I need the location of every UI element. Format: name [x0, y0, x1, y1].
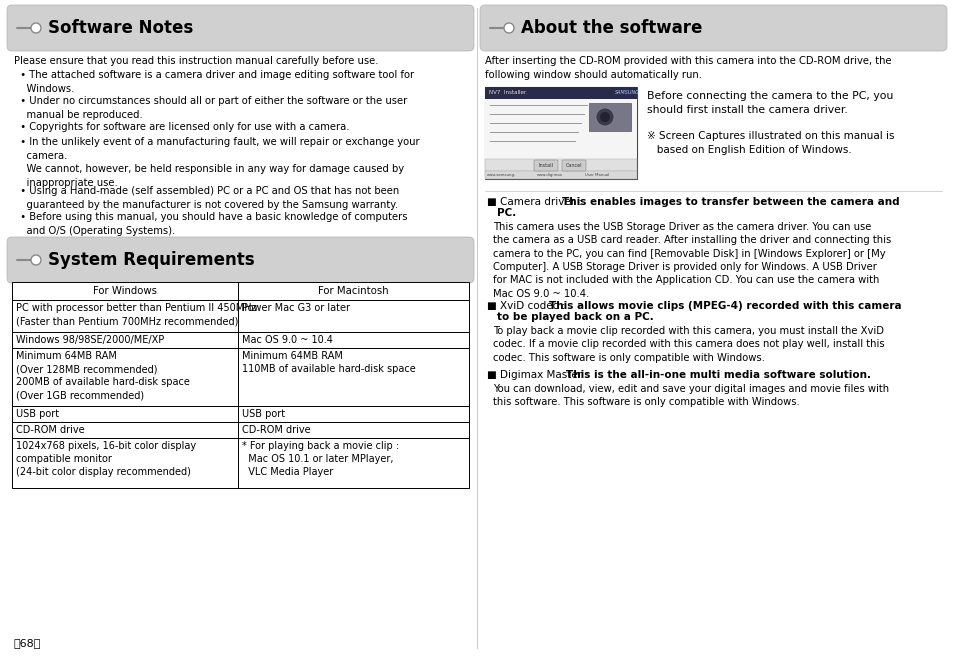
- Text: ■ Digimax Master :: ■ Digimax Master :: [486, 370, 592, 381]
- Bar: [12, 422, 469, 438]
- Text: Before connecting the camera to the PC, you
should first install the camera driv: Before connecting the camera to the PC, …: [646, 91, 892, 115]
- Bar: [12, 438, 469, 488]
- Text: For Macintosh: For Macintosh: [318, 286, 389, 296]
- Text: Install: Install: [538, 163, 553, 168]
- Text: • The attached software is a camera driver and image editing software tool for
 : • The attached software is a camera driv…: [14, 71, 414, 94]
- Text: Cancel: Cancel: [565, 163, 581, 168]
- Text: PC.: PC.: [497, 209, 516, 218]
- Text: About the software: About the software: [520, 19, 701, 37]
- Text: This enables images to transfer between the camera and: This enables images to transfer between …: [561, 197, 899, 207]
- Bar: [12, 300, 469, 332]
- Text: to be played back on a PC.: to be played back on a PC.: [497, 312, 653, 323]
- Text: User Manual: User Manual: [584, 173, 609, 177]
- Text: USB port: USB port: [242, 409, 285, 419]
- FancyBboxPatch shape: [7, 5, 474, 51]
- Text: USB port: USB port: [16, 409, 59, 419]
- Text: 1024x768 pixels, 16-bit color display
compatible monitor
(24-bit color display r: 1024x768 pixels, 16-bit color display co…: [16, 441, 196, 477]
- Bar: [12, 348, 469, 406]
- FancyBboxPatch shape: [534, 160, 558, 171]
- FancyBboxPatch shape: [561, 160, 585, 171]
- Bar: [12, 332, 469, 348]
- Text: This camera uses the USB Storage Driver as the camera driver. You can use
the ca: This camera uses the USB Storage Driver …: [493, 222, 890, 299]
- Bar: [588, 103, 630, 131]
- Text: ■ Camera driver :: ■ Camera driver :: [486, 197, 584, 207]
- Circle shape: [503, 23, 514, 33]
- Text: ■ XviD codec :: ■ XviD codec :: [486, 301, 568, 311]
- Text: Minimum 64MB RAM
(Over 128MB recommended)
200MB of available hard-disk space
(Ov: Minimum 64MB RAM (Over 128MB recommended…: [16, 351, 190, 401]
- Bar: [12, 406, 469, 422]
- Text: Mac OS 9.0 ~ 10.4: Mac OS 9.0 ~ 10.4: [242, 335, 333, 345]
- Text: 〈68〉: 〈68〉: [14, 638, 41, 648]
- Text: www.digimax: www.digimax: [537, 173, 562, 177]
- Text: PC with processor better than Pentium II 450MHz
(Faster than Pentium 700MHz reco: PC with processor better than Pentium II…: [16, 303, 256, 326]
- Text: • Using a Hand-made (self assembled) PC or a PC and OS that has not been
    gua: • Using a Hand-made (self assembled) PC …: [14, 186, 399, 210]
- Text: After inserting the CD-ROM provided with this camera into the CD-ROM drive, the
: After inserting the CD-ROM provided with…: [484, 56, 891, 80]
- Text: System Requirements: System Requirements: [48, 251, 254, 269]
- Text: • In the unlikely event of a manufacturing fault, we will repair or exchange you: • In the unlikely event of a manufacturi…: [14, 137, 419, 188]
- Text: • Under no circumstances should all or part of either the software or the user
 : • Under no circumstances should all or p…: [14, 96, 407, 120]
- Text: CD-ROM drive: CD-ROM drive: [242, 425, 311, 435]
- Text: This is the all-in-one multi media software solution.: This is the all-in-one multi media softw…: [565, 370, 870, 381]
- Ellipse shape: [596, 108, 614, 126]
- Bar: [12, 282, 469, 300]
- Bar: [484, 87, 637, 99]
- Bar: [484, 159, 637, 171]
- Text: Power Mac G3 or later: Power Mac G3 or later: [242, 303, 350, 313]
- Text: ※ Screen Captures illustrated on this manual is
   based on English Edition of W: ※ Screen Captures illustrated on this ma…: [646, 131, 894, 155]
- Circle shape: [30, 23, 41, 33]
- Bar: [484, 171, 637, 179]
- Text: www.samsung-: www.samsung-: [486, 173, 516, 177]
- FancyBboxPatch shape: [7, 237, 474, 283]
- Text: To play back a movie clip recorded with this camera, you must install the XviD
c: To play back a movie clip recorded with …: [493, 326, 883, 363]
- Text: You can download, view, edit and save your digital images and movie files with
t: You can download, view, edit and save yo…: [493, 384, 888, 407]
- Bar: [484, 87, 637, 179]
- Text: For Windows: For Windows: [93, 286, 157, 296]
- Ellipse shape: [599, 112, 609, 122]
- Text: * For playing back a movie clip :
  Mac OS 10.1 or later MPlayer,
  VLC Media Pl: * For playing back a movie clip : Mac OS…: [242, 441, 399, 477]
- FancyBboxPatch shape: [479, 5, 946, 51]
- Text: This allows movie clips (MPEG-4) recorded with this camera: This allows movie clips (MPEG-4) recorde…: [549, 301, 901, 311]
- Text: SAMSUNG: SAMSUNG: [615, 90, 639, 96]
- Text: CD-ROM drive: CD-ROM drive: [16, 425, 85, 435]
- Circle shape: [30, 255, 41, 265]
- Text: Software Notes: Software Notes: [48, 19, 193, 37]
- Bar: [484, 99, 637, 171]
- Text: Please ensure that you read this instruction manual carefully before use.: Please ensure that you read this instruc…: [14, 56, 378, 66]
- Text: NV7  Installer: NV7 Installer: [489, 90, 525, 96]
- Text: • Before using this manual, you should have a basic knowledge of computers
    a: • Before using this manual, you should h…: [14, 212, 407, 236]
- Text: Windows 98/98SE/2000/ME/XP: Windows 98/98SE/2000/ME/XP: [16, 335, 164, 345]
- Text: Minimum 64MB RAM
110MB of available hard-disk space: Minimum 64MB RAM 110MB of available hard…: [242, 351, 416, 374]
- Text: • Copyrights for software are licensed only for use with a camera.: • Copyrights for software are licensed o…: [14, 123, 349, 133]
